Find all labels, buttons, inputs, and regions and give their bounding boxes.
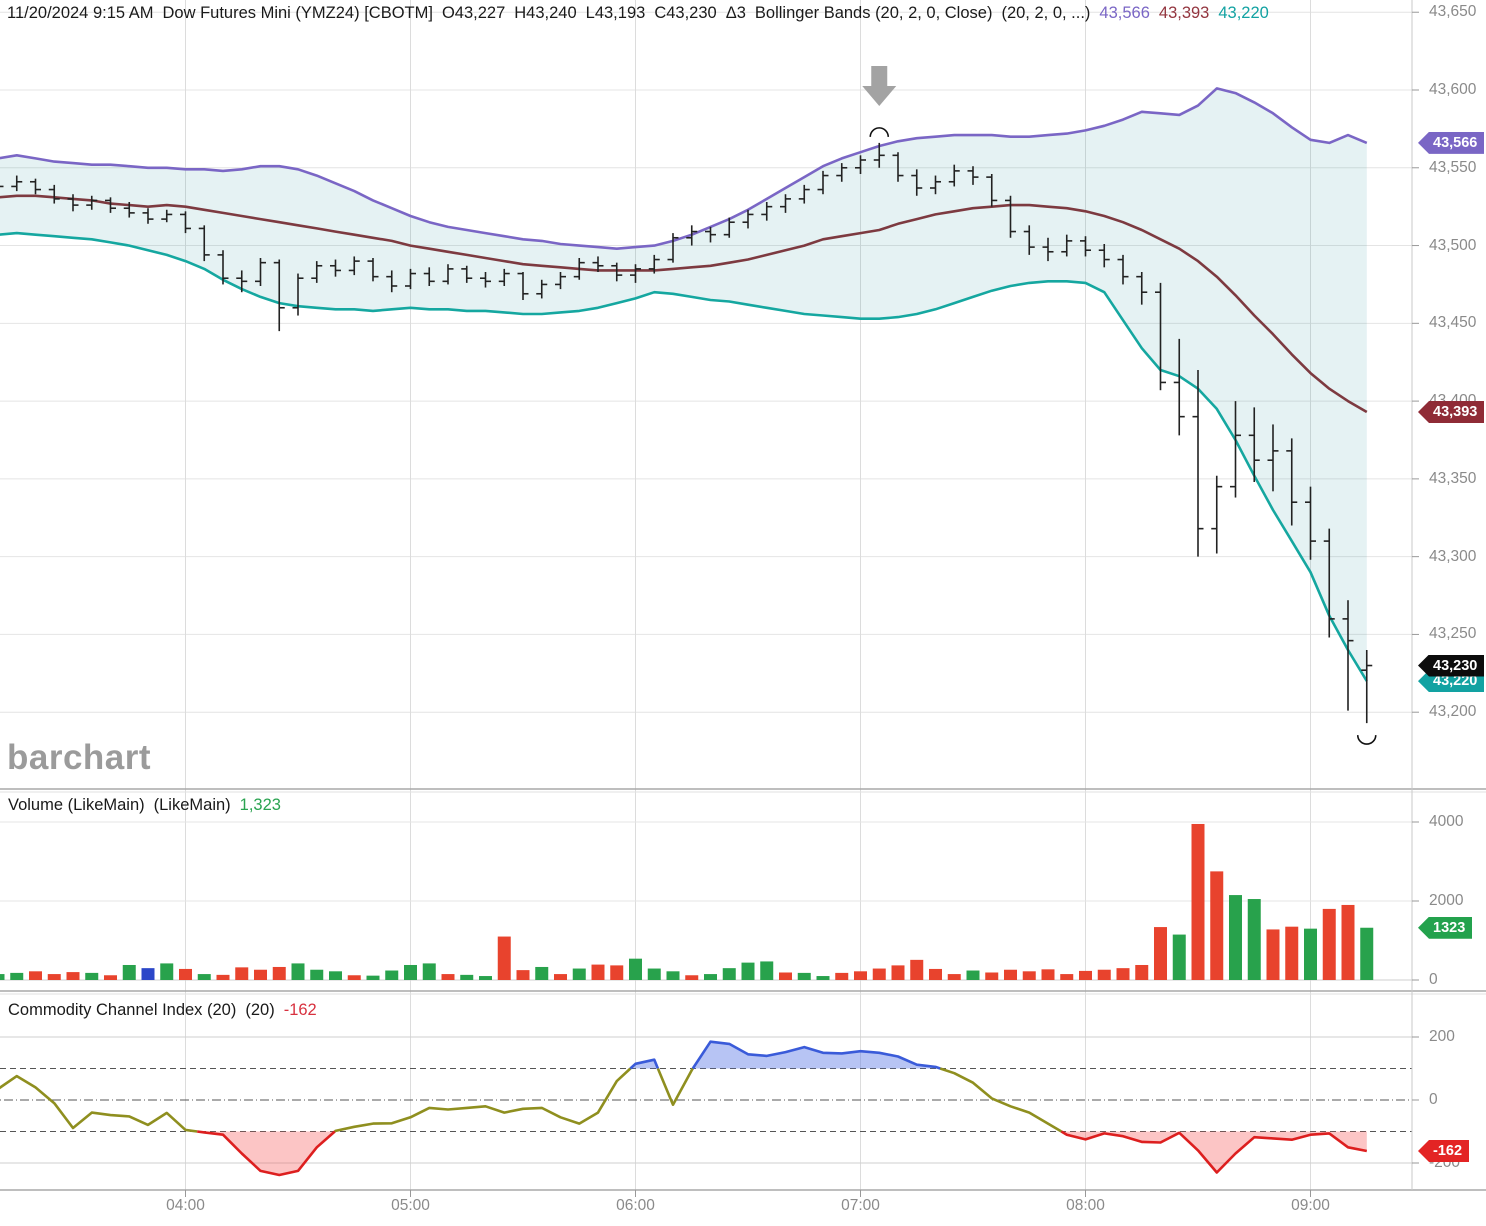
header-low: L43,193: [585, 4, 646, 22]
header-study-params[interactable]: (20, 2, 0, ...): [1001, 4, 1091, 22]
volume-axis-label: 2000: [1429, 892, 1464, 909]
volume-label[interactable]: Volume (LikeMain): [8, 796, 145, 814]
chart-header: 11/20/2024 9:15 AM Dow Futures Mini (YMZ…: [7, 4, 1269, 23]
cci-label[interactable]: Commodity Channel Index (20): [8, 1001, 237, 1019]
volume-panel-title: Volume (LikeMain) (LikeMain) 1,323: [8, 796, 281, 815]
price-axis-label: 43,200: [1429, 703, 1477, 721]
time-axis-label: 09:00: [1291, 1197, 1330, 1214]
time-axis-label: 08:00: [1066, 1197, 1105, 1214]
header-close: C43,230: [654, 4, 717, 22]
price-axis-label: 43,300: [1429, 547, 1477, 565]
last-price-badge: 43,230: [1418, 654, 1485, 677]
price-axis-label: 43,650: [1429, 3, 1477, 21]
barchart-logo: barchart: [7, 738, 152, 777]
header-change: Δ3: [725, 4, 746, 22]
price-axis-label: 43,600: [1429, 81, 1477, 98]
price-axis-label: 43,550: [1429, 158, 1477, 176]
header-open: O43,227: [441, 4, 506, 22]
price-axis-label: 43,350: [1429, 469, 1477, 487]
header-study[interactable]: Bollinger Bands (20, 2, 0, Close): [754, 4, 993, 22]
header-lower-band-value: 43,220: [1218, 4, 1269, 22]
volume-axis-label: 4000: [1429, 813, 1464, 830]
time-axis-label: 05:00: [391, 1197, 430, 1214]
time-axis-label: 07:00: [841, 1197, 880, 1214]
cci-badge: -162: [1418, 1140, 1470, 1163]
header-high: H43,240: [514, 4, 577, 22]
cci-current-value: -162: [283, 1001, 317, 1019]
cci-label-params[interactable]: (20): [245, 1001, 275, 1019]
middle-band-badge: 43,393: [1418, 400, 1485, 423]
cci-axis-label: 200: [1429, 1028, 1455, 1045]
header-datetime: 11/20/2024 9:15 AM: [7, 4, 154, 22]
header-middle-band-value: 43,393: [1158, 4, 1210, 22]
header-upper-band-value: 43,566: [1099, 4, 1150, 22]
time-axis-label: 06:00: [616, 1197, 655, 1214]
upper-band-badge: 43,566: [1418, 131, 1485, 154]
price-axis-label: 43,500: [1429, 236, 1477, 254]
volume-current-value: 1,323: [239, 796, 281, 814]
header-symbol: Dow Futures Mini (YMZ24) [CBOTM]: [162, 4, 433, 22]
volume-label-params[interactable]: (LikeMain): [153, 796, 231, 814]
time-axis-label: 04:00: [166, 1197, 205, 1214]
cci-axis-label: 0: [1429, 1091, 1438, 1108]
price-axis-label: 43,250: [1429, 625, 1477, 643]
volume-badge: 1323: [1418, 916, 1473, 939]
price-axis-label: 43,450: [1429, 314, 1477, 332]
cci-panel-title: Commodity Channel Index (20) (20) -162: [8, 1001, 317, 1020]
volume-axis-label: 0: [1429, 971, 1438, 988]
